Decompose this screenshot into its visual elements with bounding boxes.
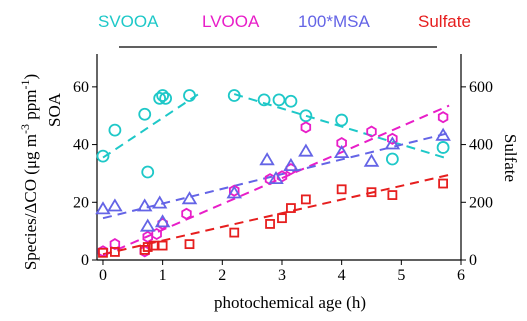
point-100-msa — [151, 195, 168, 209]
point-svooa — [227, 89, 241, 102]
svg-text:Species/ΔCO (μg m-3 ppm-1): Species/ΔCO (μg m-3 ppm-1) — [18, 74, 40, 270]
point-100-msa — [95, 201, 111, 215]
point-svooa — [183, 89, 196, 102]
point-lvooa — [437, 111, 449, 124]
point-sulfate — [142, 242, 153, 252]
point-svooa — [141, 165, 155, 179]
point-sulfate — [336, 184, 347, 195]
point-svooa — [385, 152, 399, 166]
y-right-tick-label: 400 — [469, 137, 493, 154]
point-100-msa — [226, 185, 242, 199]
y-left-tick-label: 40 — [73, 137, 89, 154]
fit-line-lvooa — [102, 104, 450, 257]
point-sulfate — [229, 227, 240, 238]
point-sulfate — [300, 194, 311, 205]
point-svooa — [138, 107, 152, 121]
point-sulfate — [110, 247, 120, 257]
point-100-msa — [268, 170, 284, 185]
point-svooa — [153, 92, 167, 105]
point-100-msa — [107, 198, 123, 212]
x-tick-label: 5 — [397, 267, 405, 284]
x-tick-label: 1 — [159, 267, 167, 284]
point-svooa — [299, 109, 313, 123]
legend-msa: 100*MSA — [298, 12, 370, 31]
point-100-msa — [384, 136, 401, 150]
point-100-msa — [259, 152, 275, 166]
y-left-title-ppm: ppm — [21, 89, 40, 119]
point-lvooa — [387, 132, 398, 145]
point-lvooa — [366, 125, 377, 138]
point-sulfate — [277, 213, 287, 224]
point-sulfate — [148, 240, 159, 251]
y-axis-right-title: Sulfate — [501, 134, 520, 182]
point-sulfate — [157, 240, 168, 251]
y-left-tick-label: 60 — [73, 79, 89, 96]
y-left-title-sup1: -3 — [18, 124, 32, 134]
point-svooa — [257, 93, 271, 107]
point-sulfate — [387, 190, 398, 200]
point-100-msa — [333, 144, 350, 159]
point-lvooa — [157, 217, 168, 230]
point-100-msa — [137, 198, 153, 212]
y-left-tick-label: 20 — [73, 194, 89, 211]
legend-svooa: SVOOA — [98, 12, 159, 31]
point-svooa — [159, 92, 173, 105]
point-lvooa — [181, 207, 192, 220]
y-left-title-main: Species/ΔCO (μg m — [21, 134, 40, 270]
point-svooa — [335, 113, 349, 127]
legend-sulfate: Sulfate — [418, 12, 471, 31]
point-100-msa — [139, 218, 156, 232]
x-tick-label: 6 — [457, 267, 465, 284]
point-lvooa — [300, 121, 312, 134]
point-lvooa — [228, 184, 240, 197]
y-axis-left-title: Species/ΔCO (μg m-3 ppm-1) — [18, 74, 40, 270]
point-sulfate — [139, 244, 150, 255]
point-100-msa — [298, 143, 314, 157]
point-sulfate — [184, 239, 195, 250]
x-tick-label: 2 — [218, 267, 226, 284]
point-100-msa — [283, 157, 299, 172]
y-left-title-close: ) — [21, 74, 40, 80]
x-tick-label: 0 — [99, 267, 107, 284]
point-sulfate — [438, 178, 448, 189]
x-tick-label: 4 — [338, 267, 346, 284]
y-left-tick-label: 0 — [81, 252, 89, 269]
point-lvooa — [109, 238, 121, 251]
point-100-msa — [181, 191, 198, 205]
point-svooa — [96, 149, 110, 163]
point-sulfate — [98, 247, 108, 258]
y-axis-left-subtitle: SOA — [45, 92, 64, 127]
point-100-msa — [154, 214, 171, 228]
legend-lvooa: LVOOA — [202, 12, 260, 31]
legend: SVOOA LVOOA 100*MSA Sulfate — [98, 12, 471, 31]
x-tick-label: 3 — [278, 267, 286, 284]
y-right-tick-label: 0 — [469, 252, 477, 269]
point-svooa — [108, 123, 122, 137]
point-sulfate — [286, 203, 296, 213]
point-svooa — [284, 94, 298, 108]
point-sulfate — [265, 219, 275, 229]
y-right-tick-label: 200 — [469, 194, 493, 211]
data-marks — [95, 89, 451, 258]
point-svooa — [272, 93, 286, 107]
point-svooa — [436, 141, 450, 154]
fit-line-svooa — [102, 93, 199, 159]
y-left-title-sup2: -1 — [18, 79, 32, 89]
fit-line-svooa — [233, 93, 450, 160]
point-sulfate — [366, 187, 377, 198]
point-100-msa — [435, 127, 451, 141]
point-100-msa — [363, 153, 380, 167]
point-svooa — [156, 89, 170, 102]
x-axis-title: photochemical age (h) — [214, 293, 366, 312]
y-right-tick-label: 600 — [469, 79, 493, 96]
